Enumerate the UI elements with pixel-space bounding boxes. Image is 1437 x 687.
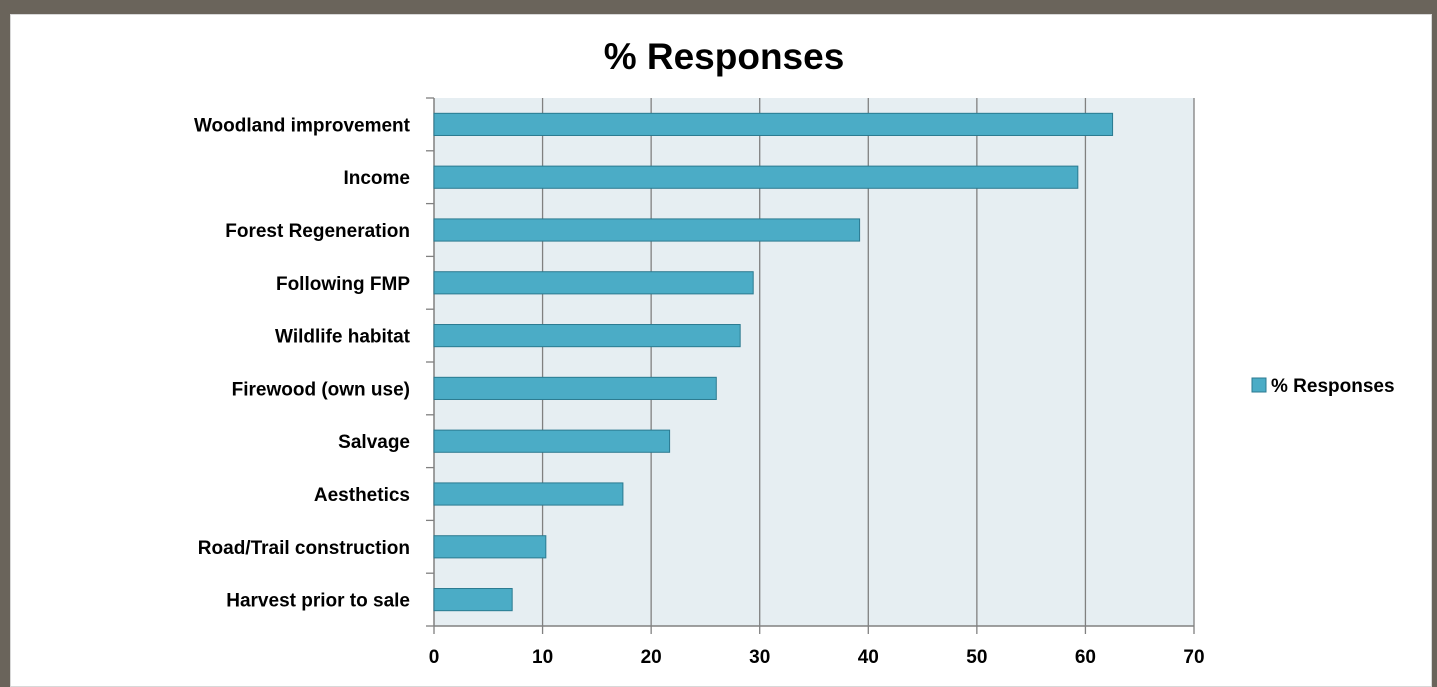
category-label: Income	[343, 168, 410, 189]
x-tick-label: 20	[641, 647, 662, 668]
x-tick-label: 60	[1075, 647, 1096, 668]
x-tick-label: 30	[749, 647, 770, 668]
category-label: Aesthetics	[314, 485, 410, 506]
category-label: Wildlife habitat	[275, 327, 411, 348]
bar	[433, 324, 741, 348]
legend-swatch	[1251, 377, 1267, 393]
bar	[433, 535, 547, 559]
category-label: Woodland improvement	[194, 115, 411, 136]
x-tick-label: 40	[858, 647, 879, 668]
x-tick-label: 70	[1183, 647, 1204, 668]
bar	[433, 218, 861, 242]
chart-panel: 0 10 20 30 40 50 60 70 Woodland improvement Incom…	[10, 14, 1432, 687]
bar	[433, 271, 754, 295]
category-label: Firewood (own use)	[232, 379, 410, 400]
bar	[433, 376, 717, 400]
bar	[433, 165, 1079, 189]
x-tick-label: 50	[966, 647, 987, 668]
category-label: Following FMP	[276, 274, 410, 295]
category-label: Forest Regeneration	[225, 221, 410, 242]
bar	[433, 482, 624, 506]
category-label: Road/Trail construction	[198, 538, 410, 559]
category-label: Salvage	[338, 432, 410, 453]
category-label: Harvest prior to sale	[226, 591, 410, 612]
x-tick-label: 10	[532, 647, 553, 668]
bar	[433, 112, 1114, 136]
bar	[433, 588, 513, 612]
bar	[433, 429, 671, 453]
chart-title: % Responses	[604, 36, 845, 77]
x-tick-label: 0	[429, 647, 440, 668]
legend-label: % Responses	[1271, 376, 1395, 397]
bar-chart: 0 10 20 30 40 50 60 70 Woodland improvement Incom…	[194, 36, 1395, 668]
